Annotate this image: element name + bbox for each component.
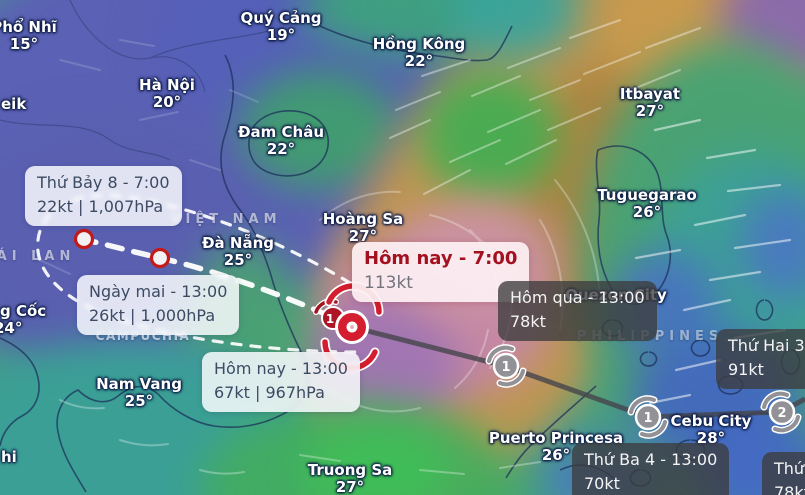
forecast-label-sat8[interactable]: Thứ Bảy 8 - 7:00 22kt | 1,007hPa <box>25 166 182 226</box>
forecast-time: Thứ Hai 3 - <box>728 336 805 355</box>
forecast-cone <box>36 193 368 354</box>
forecast-label-edge[interactable]: Thứ H 78kt <box>762 452 805 495</box>
city-label[interactable]: eik <box>1 96 26 113</box>
wind-streaks <box>39 19 792 475</box>
past-position-marker[interactable]: 1 <box>485 344 527 388</box>
forecast-time: Thứ H <box>774 459 805 478</box>
city-label[interactable]: Đam Châu 22° <box>238 124 324 158</box>
forecast-time: Thứ Ba 4 - 13:00 <box>584 450 718 469</box>
city-label[interactable]: Hà Nội 20° <box>139 77 195 111</box>
city-temp: 27° <box>635 102 665 120</box>
forecast-label-yesterday[interactable]: Hôm qua - 13:00 78kt <box>498 281 657 341</box>
forecast-position-dot[interactable] <box>149 247 171 269</box>
city-name: Hà Nội <box>139 76 195 94</box>
city-name: Puerto Princesa <box>488 429 624 447</box>
city-name: Nam Vang <box>96 375 182 393</box>
city-label[interactable]: Cebu City 28° <box>671 413 752 447</box>
city-temp: 27° <box>335 478 365 495</box>
past-position-marker[interactable]: 1 <box>627 395 669 439</box>
city-name: Đà Nẵng <box>201 234 275 252</box>
city-name: Quý Cảng <box>240 9 322 27</box>
forecast-wind: 70kt <box>584 474 620 493</box>
forecast-wind: 91kt <box>728 360 764 379</box>
forecast-time: Ngày mai - 13:00 <box>89 282 228 301</box>
city-label[interactable]: Tuguegarao 26° <box>597 187 697 221</box>
city-name: Truong Sa <box>307 461 393 479</box>
forecast-label-mon3[interactable]: Thứ Hai 3 - 91kt <box>716 329 805 389</box>
forecast-wind-pressure: 22kt | 1,007hPa <box>37 197 164 216</box>
city-name: Itbayat <box>619 85 681 103</box>
city-name: Tuguegarao <box>597 186 697 204</box>
city-label[interactable]: hi <box>1 449 17 466</box>
city-name: Hồng Kông <box>372 35 466 53</box>
city-label[interactable]: Hồng Kông 22° <box>373 36 466 70</box>
svg-text:1: 1 <box>501 360 510 375</box>
region-label-vietnam: VIỆT NAM <box>170 212 282 227</box>
city-temp: 22° <box>404 52 434 70</box>
past-position-marker[interactable]: 2 <box>760 390 802 434</box>
city-label[interactable]: Đà Nẵng 25° <box>202 235 274 269</box>
city-name: g Cốc <box>0 302 47 320</box>
city-temp: 19° <box>266 26 296 44</box>
city-temp: 15° <box>9 35 39 53</box>
city-label[interactable]: Itbayat 27° <box>620 86 680 120</box>
forecast-time: Hôm nay - 7:00 <box>364 248 518 269</box>
city-temp: 24° <box>0 319 23 337</box>
forecast-label-today-13[interactable]: Hôm nay - 13:00 67kt | 967hPa <box>202 352 360 412</box>
city-temp: 26° <box>632 203 662 221</box>
city-label[interactable]: g Cốc 24° <box>0 303 46 337</box>
forecast-time: Thứ Bảy 8 - 7:00 <box>37 173 170 192</box>
forecast-position-dot[interactable] <box>73 228 95 250</box>
city-label[interactable]: Hoàng Sa 27° <box>323 211 404 245</box>
city-temp: 28° <box>696 429 726 447</box>
svg-text:1: 1 <box>326 312 334 326</box>
forecast-wind: 113kt <box>364 273 413 293</box>
forecast-time: Hôm qua - 13:00 <box>510 288 645 307</box>
city-name: Cebu City <box>670 412 752 430</box>
city-temp: 25° <box>124 392 154 410</box>
forecast-time: Hôm nay - 13:00 <box>214 359 348 378</box>
forecast-label-tue4[interactable]: Thứ Ba 4 - 13:00 70kt <box>572 443 730 495</box>
forecast-label-tomorrow[interactable]: Ngày mai - 13:00 26kt | 1,000hPa <box>77 275 240 335</box>
forecast-label-current[interactable]: Hôm nay - 7:00 113kt <box>352 242 530 302</box>
city-name: Phổ Nhĩ <box>0 18 57 36</box>
city-temp: 27° <box>348 227 378 245</box>
city-label[interactable]: Nam Vang 25° <box>96 376 182 410</box>
city-label[interactable]: Quý Cảng 19° <box>241 10 322 44</box>
forecast-wind: 78kt <box>774 483 805 495</box>
svg-text:1: 1 <box>643 411 652 426</box>
city-label[interactable]: Puerto Princesa 26° <box>489 430 623 464</box>
forecast-wind-pressure: 26kt | 1,000hPa <box>89 306 216 325</box>
city-name: eik <box>1 95 27 113</box>
forecast-wind: 78kt <box>510 312 546 331</box>
svg-text:2: 2 <box>777 406 786 421</box>
city-label[interactable]: Phổ Nhĩ 15° <box>0 19 57 53</box>
forecast-wind-pressure: 67kt | 967hPa <box>214 383 325 402</box>
city-label[interactable]: Truong Sa 27° <box>308 462 393 495</box>
city-name: Hoàng Sa <box>322 210 404 228</box>
city-temp: 25° <box>223 251 253 269</box>
city-name: Đam Châu <box>237 123 325 141</box>
city-temp: 20° <box>152 93 182 111</box>
city-temp: 22° <box>266 140 296 158</box>
forecast-track-line <box>83 237 355 329</box>
region-label-thailand: ÁI LAN <box>0 249 76 264</box>
city-name: hi <box>1 448 17 466</box>
city-temp: 26° <box>541 446 571 464</box>
